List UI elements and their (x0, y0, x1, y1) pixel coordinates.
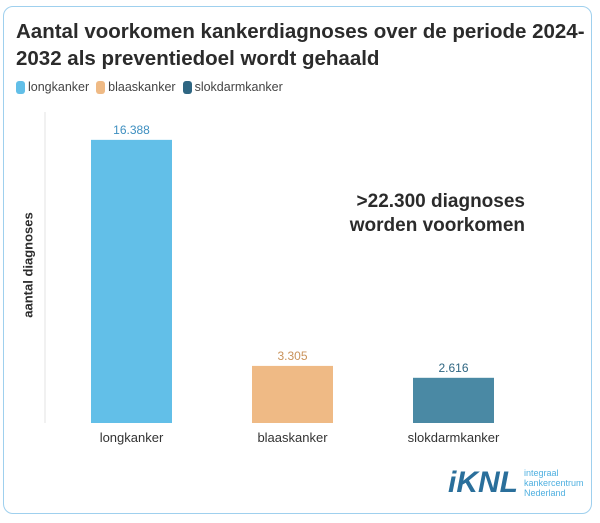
x-tick-label: longkanker (100, 430, 164, 445)
legend-swatch (16, 80, 25, 94)
legend-swatch (182, 80, 192, 94)
card-frame (3, 6, 592, 514)
annotation-line: worden voorkomen (349, 215, 525, 236)
logo-mark: iKNL (448, 466, 518, 499)
legend-swatch (96, 80, 106, 94)
logo: iKNL integraal kankercentrum Nederland (448, 466, 584, 500)
data-label: 16.388 (113, 123, 150, 137)
x-tick-label: slokdarmkanker (408, 430, 500, 445)
chart-title: Aantal voorkomen kankerdiagnoses over de… (16, 20, 585, 70)
annotation: >22.300 diagnoses worden voorkomen (260, 190, 525, 238)
annotation-line: >22.300 diagnoses (356, 191, 525, 212)
data-label: 3.305 (277, 349, 307, 363)
bar-longkanker (91, 139, 172, 423)
legend-item-blaaskanker: blaaskanker (96, 80, 176, 94)
legend: longkanker blaaskanker slokdarmkanker (16, 80, 592, 94)
legend-item-longkanker: longkanker (16, 80, 89, 94)
legend-label: blaaskanker (108, 80, 176, 94)
logo-text-line: kankercentrum (524, 478, 584, 488)
legend-label: slokdarmkanker (194, 80, 283, 94)
logo-text-line: Nederland (524, 488, 566, 498)
logo-text: integraal kankercentrum Nederland (524, 468, 584, 498)
legend-item-slokdarmkanker: slokdarmkanker (182, 80, 283, 94)
bar-blaaskanker (252, 365, 333, 423)
legend-label: longkanker (28, 80, 90, 94)
bar-slokdarmkanker (413, 377, 494, 423)
x-tick-label: blaaskanker (257, 430, 328, 445)
logo-text-line: integraal (524, 468, 559, 478)
chart-header: Aantal voorkomen kankerdiagnoses over de… (16, 18, 592, 94)
data-label: 2.616 (438, 361, 468, 375)
